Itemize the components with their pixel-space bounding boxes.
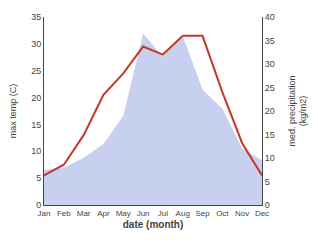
svg-text:25: 25 <box>31 66 41 76</box>
svg-text:Aug: Aug <box>176 209 190 218</box>
svg-text:10: 10 <box>265 153 275 163</box>
svg-text:5: 5 <box>36 173 41 183</box>
svg-text:max temp (C): max temp (C) <box>8 84 18 139</box>
svg-text:Oct: Oct <box>216 209 229 218</box>
svg-text:med. precipitation(kg/m2): med. precipitation(kg/m2) <box>287 75 309 146</box>
svg-text:20: 20 <box>265 106 275 116</box>
svg-text:date (month): date (month) <box>123 219 184 230</box>
svg-text:Jan: Jan <box>38 209 51 218</box>
svg-text:15: 15 <box>31 120 41 130</box>
svg-text:15: 15 <box>265 130 275 140</box>
svg-text:40: 40 <box>265 12 275 22</box>
svg-text:0: 0 <box>265 200 270 210</box>
svg-text:May: May <box>116 209 131 218</box>
svg-text:30: 30 <box>31 39 41 49</box>
svg-text:Feb: Feb <box>57 209 71 218</box>
svg-text:5: 5 <box>265 177 270 187</box>
svg-text:Jun: Jun <box>137 209 150 218</box>
svg-text:20: 20 <box>31 93 41 103</box>
svg-text:Jul: Jul <box>158 209 168 218</box>
svg-text:30: 30 <box>265 59 275 69</box>
svg-text:Mar: Mar <box>77 209 91 218</box>
svg-text:25: 25 <box>265 83 275 93</box>
svg-text:10: 10 <box>31 146 41 156</box>
svg-text:Sep: Sep <box>195 209 210 218</box>
svg-text:0: 0 <box>36 200 41 210</box>
svg-text:Apr: Apr <box>97 209 110 218</box>
svg-text:Dec: Dec <box>255 209 269 218</box>
svg-text:35: 35 <box>265 36 275 46</box>
svg-text:Nov: Nov <box>235 209 249 218</box>
svg-text:35: 35 <box>31 12 41 22</box>
